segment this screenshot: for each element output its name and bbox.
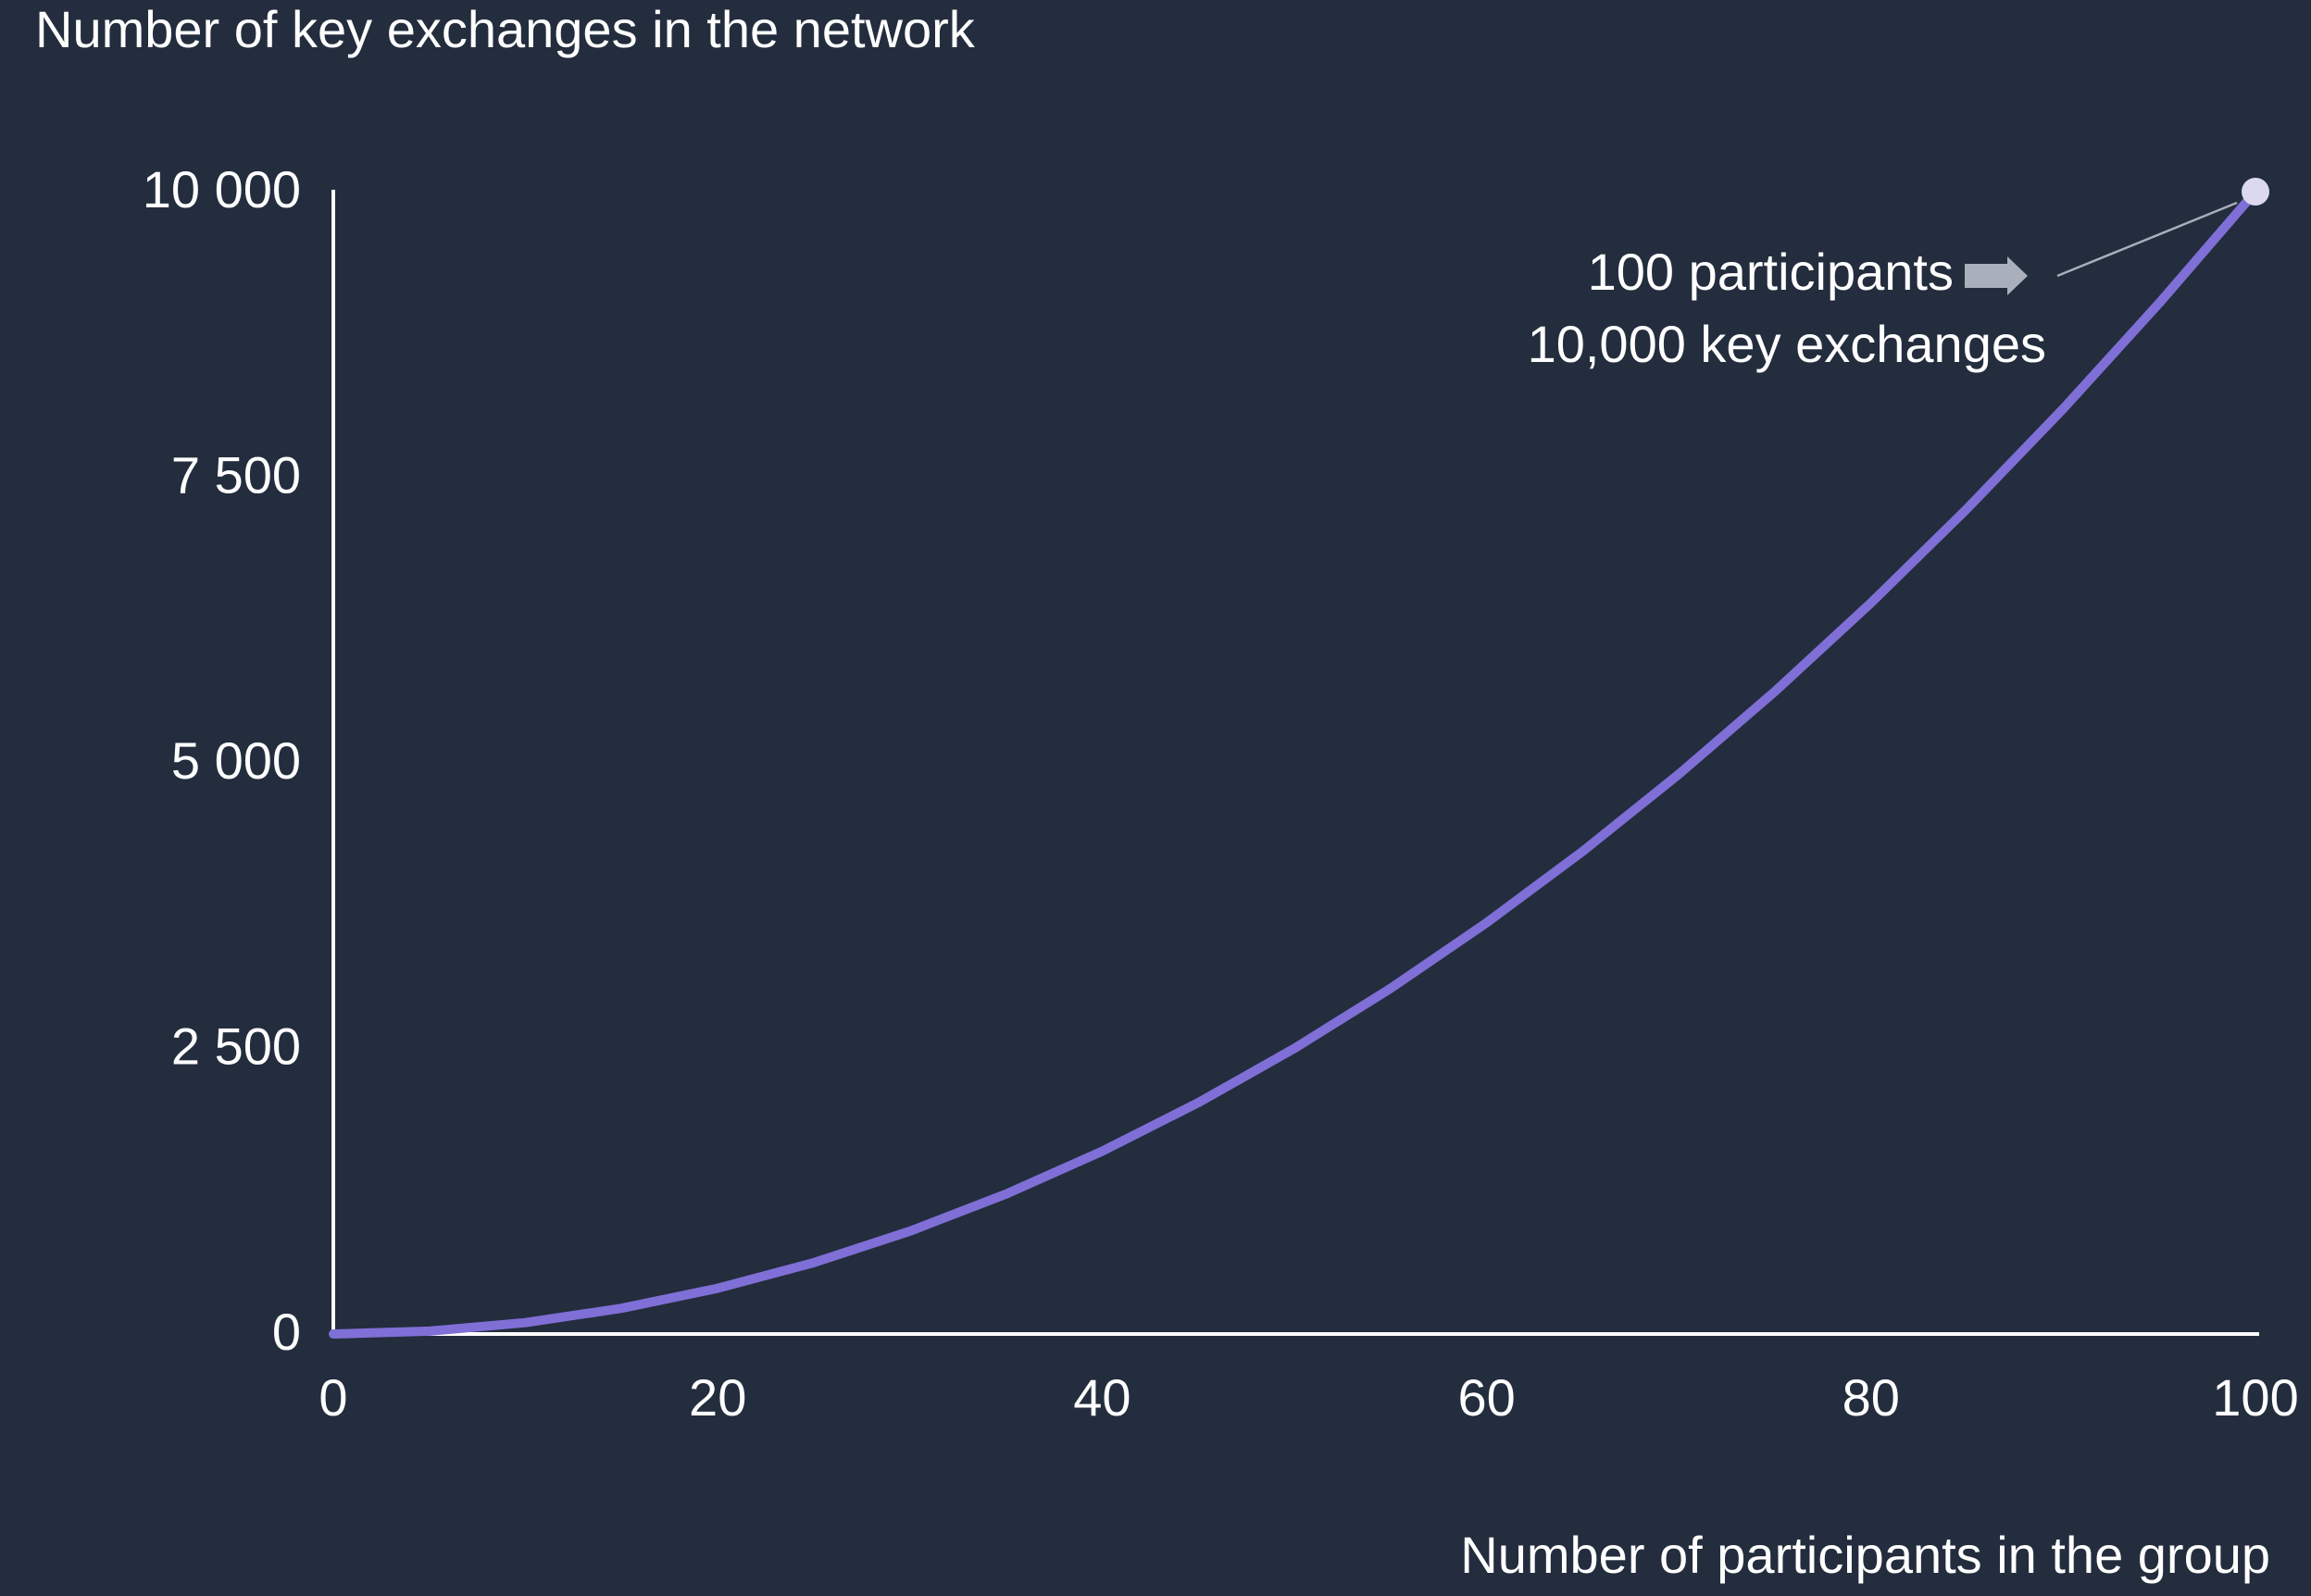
highlight-point [2242,178,2269,206]
x-tick-label: 100 [2212,1368,2298,1427]
x-tick-label: 80 [1843,1368,1900,1427]
y-tick-label: 7 500 [171,445,301,504]
annotation-arrow [1965,256,2028,295]
x-axis-title: Number of participants in the group [1460,1526,2270,1584]
y-tick-label: 5 000 [171,731,301,790]
annotation-text: 100 participants [1588,243,1954,301]
x-tick-label: 60 [1457,1368,1515,1427]
x-tick-label: 40 [1073,1368,1131,1427]
y-tick-label: 10 000 [143,160,301,218]
x-tick-label: 0 [319,1368,347,1427]
annotation-text: 10,000 key exchanges [1528,315,2046,373]
y-tick-label: 0 [272,1303,301,1361]
y-axis-title: Number of key exchanges in the network [35,0,976,58]
x-tick-label: 20 [689,1368,746,1427]
y-tick-label: 2 500 [171,1016,301,1075]
annotation-leader [2056,201,2238,278]
data-line [329,187,2260,1339]
